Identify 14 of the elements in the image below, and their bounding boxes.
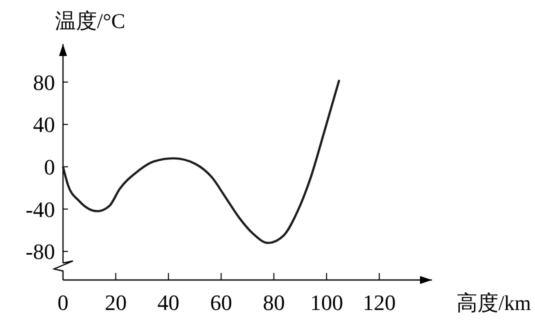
y-tick-label: 80 (33, 70, 55, 95)
x-tick-label: 120 (362, 290, 396, 315)
y-tick-label: 0 (44, 154, 55, 180)
y-tick-label: -80 (26, 239, 55, 264)
y-tick-label: -40 (26, 196, 55, 222)
x-tick-label: 60 (210, 290, 232, 315)
x-tick-label: 80 (262, 290, 285, 315)
y-tick-label: 40 (33, 112, 55, 138)
x-tick-label: 100 (310, 290, 344, 315)
x-tick-label: 20 (104, 290, 127, 315)
x-axis-title: 高度/km (456, 291, 531, 315)
x-tick-label: 40 (157, 290, 180, 315)
line-series (62, 78, 340, 244)
y-axis-title: 温度/°C (55, 9, 126, 33)
